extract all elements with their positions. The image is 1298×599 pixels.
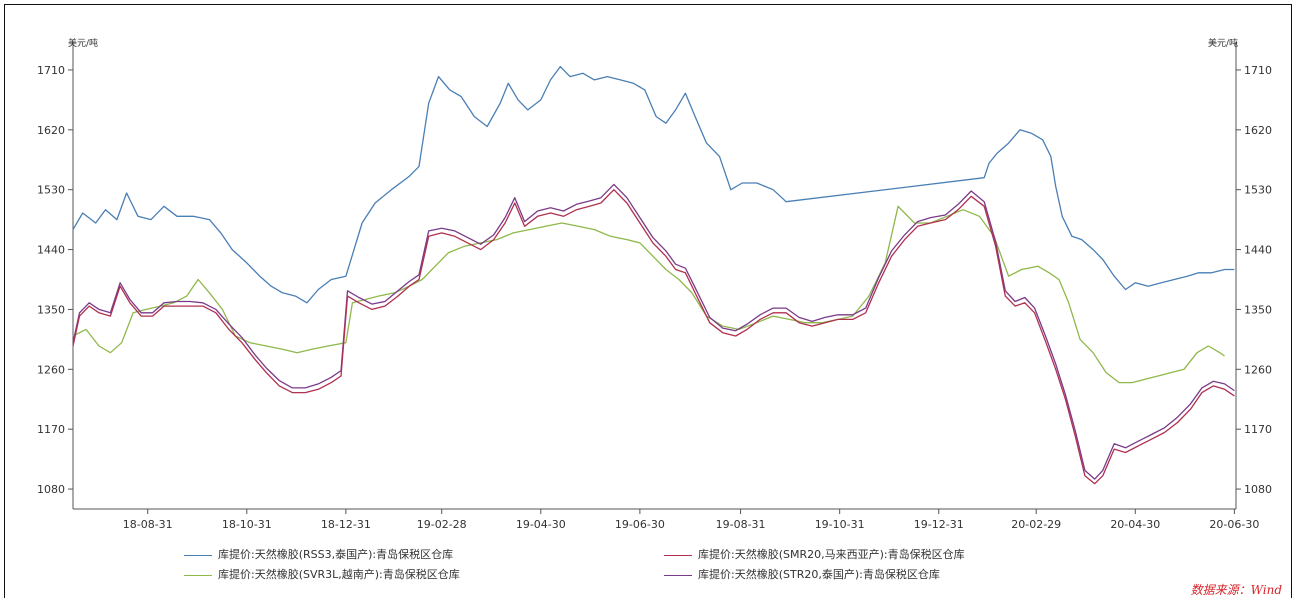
y-tick-label-right: 1530 xyxy=(1244,184,1272,197)
y-tick-label-right: 1170 xyxy=(1244,423,1272,436)
y-tick-label-right: 1080 xyxy=(1244,483,1272,496)
x-tick-label: 18-08-31 xyxy=(123,518,173,531)
y-tick-label-left: 1440 xyxy=(37,244,65,257)
series-line-str20 xyxy=(72,183,1235,480)
axes: 1080 1080 1170 1170 1260 1260 1350 1350 1440 1440… xyxy=(37,42,1272,531)
chart-frame xyxy=(4,4,1292,598)
legend-swatch xyxy=(664,554,692,556)
series-line-rss3 xyxy=(72,65,1235,304)
legend-item-smr20: 库提价:天然橡胶(SMR20,马来西亚产):青岛保税区仓库 xyxy=(664,546,965,562)
y-tick-label-right: 1260 xyxy=(1244,363,1272,376)
y-tick-label-left: 1260 xyxy=(37,363,65,376)
y-tick-label-left: 1530 xyxy=(37,184,65,197)
y-axis-unit-right: 美元/吨 xyxy=(1207,39,1238,49)
x-tick-label: 19-04-30 xyxy=(516,518,566,531)
y-tick-label-right: 1620 xyxy=(1244,124,1272,137)
legend-label: 库提价:天然橡胶(STR20,泰国产):青岛保税区仓库 xyxy=(698,568,940,581)
x-tick-label: 20-02-29 xyxy=(1011,518,1061,531)
legend-item-svr3l: 库提价:天然橡胶(SVR3L,越南产):青岛保税区仓库 xyxy=(184,566,460,582)
y-axis-unit-left: 美元/吨 xyxy=(68,39,99,49)
x-tick-label: 20-04-30 xyxy=(1110,518,1160,531)
x-tick-label: 19-06-30 xyxy=(615,518,665,531)
x-tick-label: 18-10-31 xyxy=(222,518,272,531)
series-line-svr3l xyxy=(72,205,1225,384)
legend-swatch xyxy=(664,574,692,576)
x-tick-label: 20-06-30 xyxy=(1209,518,1259,531)
legend-label: 库提价:天然橡胶(RSS3,泰国产):青岛保税区仓库 xyxy=(218,548,454,561)
legend-item-str20: 库提价:天然橡胶(STR20,泰国产):青岛保税区仓库 xyxy=(664,566,940,582)
y-tick-label-right: 1350 xyxy=(1244,303,1272,316)
y-tick-label-left: 1170 xyxy=(37,423,65,436)
line-chart: 1080 1080 1170 1170 1260 1260 1350 1350 1440 1440… xyxy=(37,42,1272,531)
series-lines xyxy=(72,65,1235,485)
data-source-note: 数据来源：Wind xyxy=(1190,583,1282,597)
y-tick-label-left: 1350 xyxy=(37,303,65,316)
legend-label: 库提价:天然橡胶(SVR3L,越南产):青岛保税区仓库 xyxy=(218,568,460,581)
x-tick-label: 19-08-31 xyxy=(716,518,766,531)
y-tick-label-left: 1080 xyxy=(37,483,65,496)
legend-swatch xyxy=(184,554,212,556)
x-tick-label: 18-12-31 xyxy=(321,518,371,531)
x-tick-label: 19-10-31 xyxy=(815,518,865,531)
y-tick-label-left: 1710 xyxy=(37,64,65,77)
legend-swatch xyxy=(184,574,212,576)
y-tick-label-right: 1710 xyxy=(1244,64,1272,77)
x-tick-label: 19-02-28 xyxy=(417,518,467,531)
x-tick-label: 19-12-31 xyxy=(914,518,964,531)
legend-label: 库提价:天然橡胶(SMR20,马来西亚产):青岛保税区仓库 xyxy=(698,548,965,561)
legend-item-rss3: 库提价:天然橡胶(RSS3,泰国产):青岛保税区仓库 xyxy=(184,546,453,562)
y-tick-label-right: 1440 xyxy=(1244,244,1272,257)
y-tick-label-left: 1620 xyxy=(37,124,65,137)
legend: 库提价:天然橡胶(RSS3,泰国产):青岛保税区仓库 库提价:天然橡胶(SMR2… xyxy=(0,538,1298,582)
series-line-smr20 xyxy=(72,189,1235,485)
